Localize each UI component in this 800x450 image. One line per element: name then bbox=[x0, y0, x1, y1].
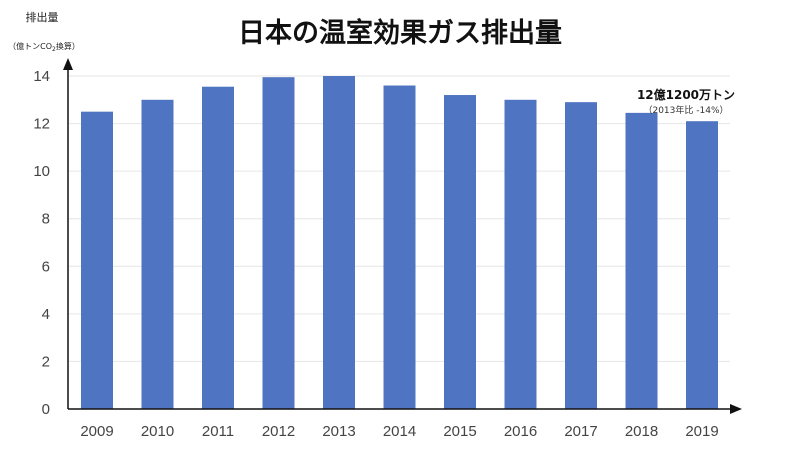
x-tick-label: 2016 bbox=[504, 423, 537, 440]
y-tick-label: 2 bbox=[42, 353, 50, 370]
y-tick-label: 14 bbox=[33, 68, 50, 85]
bar-2012 bbox=[262, 77, 295, 410]
x-tick-label: 2019 bbox=[685, 423, 718, 440]
x-tick-label: 2018 bbox=[625, 423, 658, 440]
annotation: 12億1200万トン （2013年比 -14%） bbox=[637, 87, 735, 116]
bar-2019 bbox=[686, 121, 718, 409]
bar-2010 bbox=[141, 99, 174, 410]
bar-2017 bbox=[565, 102, 597, 410]
bar-2014 bbox=[383, 85, 416, 409]
chart-title: 日本の温室効果ガス排出量 bbox=[238, 17, 562, 49]
bar-2013 bbox=[323, 76, 355, 409]
y-axis-unit-subscript: 2 bbox=[52, 46, 56, 53]
y-tick-label: 4 bbox=[42, 306, 50, 323]
y-axis-arrow-icon bbox=[63, 58, 73, 70]
x-tick-label: 2012 bbox=[262, 423, 295, 440]
bar-2015 bbox=[444, 95, 476, 410]
x-axis-arrow-icon bbox=[730, 404, 742, 414]
bars bbox=[81, 76, 718, 410]
y-axis-label: 排出量 bbox=[26, 10, 59, 24]
y-axis-unit-suffix: 換算） bbox=[56, 41, 80, 51]
x-tick-label: 2017 bbox=[564, 423, 597, 440]
x-tick-label: 2013 bbox=[322, 423, 355, 440]
y-tick-label: 12 bbox=[33, 116, 50, 133]
annotation-main: 12億1200万トン bbox=[637, 87, 735, 102]
grid-lines bbox=[68, 75, 730, 362]
x-tick-label: 2011 bbox=[202, 423, 234, 440]
y-tick-label: 6 bbox=[42, 258, 50, 275]
bar-2009 bbox=[81, 111, 113, 409]
x-tick-label: 2014 bbox=[383, 423, 416, 440]
y-axis-unit-prefix: （億トンCO bbox=[8, 41, 52, 51]
y-tick-label: 8 bbox=[42, 211, 50, 228]
bar-2011 bbox=[202, 86, 234, 409]
x-tick-label: 2015 bbox=[443, 423, 476, 440]
y-tick-label: 0 bbox=[42, 401, 50, 418]
annotation-sub: （2013年比 -14%） bbox=[643, 104, 728, 116]
bar-2018 bbox=[625, 112, 658, 409]
x-tick-labels: 2009 2010 2011 2012 2013 2014 2015 2016 2017 2018… bbox=[80, 423, 718, 440]
y-axis-unit: （億トンCO2換算） bbox=[8, 41, 80, 53]
y-tick-labels: 0 2 4 6 8 10 12 14 bbox=[33, 68, 50, 418]
bar-2016 bbox=[504, 99, 537, 410]
x-tick-label: 2010 bbox=[141, 423, 174, 440]
y-tick-label: 10 bbox=[33, 163, 50, 180]
x-tick-label: 2009 bbox=[80, 423, 113, 440]
